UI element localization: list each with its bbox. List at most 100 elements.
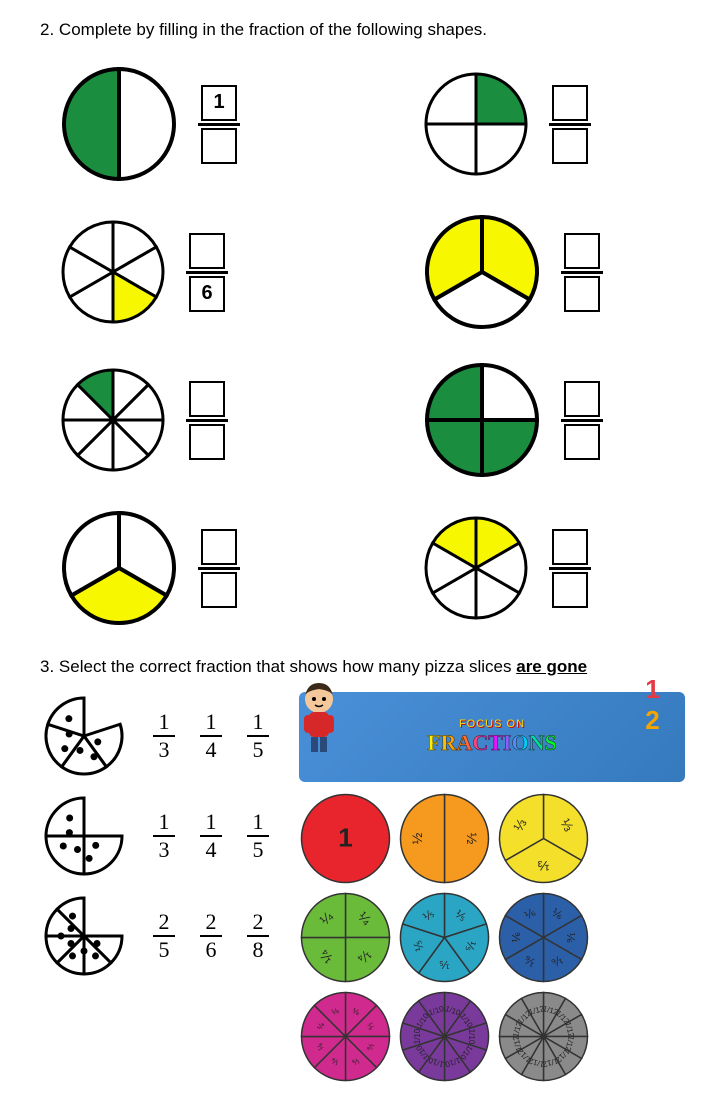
q3-number: 3. bbox=[40, 657, 54, 676]
numerator-box[interactable] bbox=[564, 233, 600, 269]
fraction-pie bbox=[60, 219, 166, 325]
fraction-choice[interactable]: 1 3 bbox=[153, 811, 175, 862]
choice-numerator: 1 bbox=[253, 711, 264, 733]
fraction-choice[interactable]: 1 3 bbox=[153, 711, 175, 762]
fraction-bar bbox=[198, 123, 240, 126]
fraction-choice[interactable]: 1 4 bbox=[200, 711, 222, 762]
focus-banner: FOCUS ON FRACTIONS 1 2 bbox=[299, 692, 685, 782]
fraction-pie bbox=[423, 361, 541, 479]
shape-item bbox=[423, 65, 666, 183]
denominator-box[interactable] bbox=[564, 424, 600, 460]
fraction-bar bbox=[561, 271, 603, 274]
denominator-box[interactable] bbox=[189, 424, 225, 460]
choice-denominator: 5 bbox=[253, 739, 264, 761]
fraction-bar bbox=[186, 419, 228, 422]
q2-text: Complete by filling in the fraction of t… bbox=[59, 20, 487, 39]
choice-numerator: 2 bbox=[206, 911, 217, 933]
denominator-box[interactable] bbox=[552, 572, 588, 608]
q3-container: 1 3 1 4 1 5 1 3 1 4 1 5 2 5 2 bbox=[40, 692, 685, 1083]
fraction-input-group bbox=[549, 529, 591, 608]
half-denominator: 2 bbox=[645, 705, 659, 736]
graphic-section: FOCUS ON FRACTIONS 1 2 1 ½½⅓⅓⅓¼¼¼¼⅕⅕⅕⅕⅕⅙… bbox=[299, 692, 685, 1083]
fraction-choice[interactable]: 2 6 bbox=[200, 911, 222, 962]
fraction-pie bbox=[423, 213, 541, 331]
fraction-bar bbox=[549, 567, 591, 570]
numerator-box[interactable] bbox=[201, 529, 237, 565]
svg-text:½: ½ bbox=[464, 833, 480, 845]
fraction-circle: ⅛⅛⅛⅛⅛⅛⅛⅛ bbox=[299, 990, 392, 1083]
fraction-pie bbox=[60, 65, 178, 183]
fraction-pie bbox=[423, 515, 529, 621]
denominator-box[interactable] bbox=[201, 128, 237, 164]
choice-numerator: 1 bbox=[206, 811, 217, 833]
svg-text:½: ½ bbox=[409, 832, 425, 844]
svg-text:⅓: ⅓ bbox=[537, 858, 549, 874]
choice-denominator: 5 bbox=[253, 839, 264, 861]
fraction-pie bbox=[60, 509, 178, 627]
svg-text:1/10: 1/10 bbox=[413, 1028, 422, 1044]
choice-denominator: 4 bbox=[206, 839, 217, 861]
question-2-prompt: 2. Complete by filling in the fraction o… bbox=[40, 20, 685, 40]
choice-denominator: 8 bbox=[253, 939, 264, 961]
fraction-input-group: 6 bbox=[186, 233, 228, 312]
numerator-box[interactable] bbox=[564, 381, 600, 417]
fraction-circle: 1/121/121/121/121/121/121/121/121/121/12… bbox=[497, 990, 590, 1083]
fraction-input-group: 1 bbox=[198, 85, 240, 164]
svg-text:⅙: ⅙ bbox=[564, 932, 576, 943]
choice-denominator: 4 bbox=[206, 739, 217, 761]
shape-item: 1 bbox=[60, 65, 303, 183]
banner-text: FOCUS ON FRACTIONS bbox=[427, 718, 557, 756]
fraction-bar bbox=[198, 567, 240, 570]
denominator-box[interactable] bbox=[201, 572, 237, 608]
fraction-circle: ½½ bbox=[398, 792, 491, 885]
fraction-input-group bbox=[561, 233, 603, 312]
fraction-input-group bbox=[186, 381, 228, 460]
numerator-box[interactable] bbox=[552, 529, 588, 565]
pizza-section: 1 3 1 4 1 5 1 3 1 4 1 5 2 5 2 bbox=[40, 692, 269, 1083]
choice-numerator: 2 bbox=[253, 911, 264, 933]
denominator-box[interactable]: 6 bbox=[189, 276, 225, 312]
choice-numerator: 1 bbox=[253, 811, 264, 833]
banner-fractions-text: FRACTIONS bbox=[427, 730, 557, 756]
fraction-bar bbox=[186, 271, 228, 274]
color-circle-wrap: ⅕⅕⅕⅕⅕ bbox=[398, 891, 491, 984]
fraction-pie bbox=[60, 367, 166, 473]
choice-denominator: 3 bbox=[159, 739, 170, 761]
q3-text-part1: Select the correct fraction that shows h… bbox=[59, 657, 516, 676]
pizza-icon bbox=[40, 792, 128, 880]
fraction-circle: 1/101/101/101/101/101/101/101/101/101/10 bbox=[398, 990, 491, 1083]
pizza-row: 1 3 1 4 1 5 bbox=[40, 692, 269, 780]
color-circle-wrap: ⅛⅛⅛⅛⅛⅛⅛⅛ bbox=[299, 990, 392, 1083]
shape-item bbox=[423, 213, 666, 331]
color-circle-wrap: ⅙⅙⅙⅙⅙⅙ bbox=[497, 891, 590, 984]
denominator-box[interactable] bbox=[564, 276, 600, 312]
numerator-box[interactable]: 1 bbox=[201, 85, 237, 121]
color-circle-wrap: ½½ bbox=[398, 792, 491, 885]
fraction-choice[interactable]: 1 4 bbox=[200, 811, 222, 862]
choice-denominator: 3 bbox=[159, 839, 170, 861]
choice-denominator: 6 bbox=[206, 939, 217, 961]
banner-focus-text: FOCUS ON bbox=[427, 718, 557, 730]
choice-numerator: 1 bbox=[159, 811, 170, 833]
denominator-box[interactable] bbox=[552, 128, 588, 164]
fraction-choice[interactable]: 2 8 bbox=[247, 911, 269, 962]
shape-item bbox=[60, 361, 303, 479]
numerator-box[interactable] bbox=[189, 233, 225, 269]
fraction-circle: ⅓⅓⅓ bbox=[497, 792, 590, 885]
shape-item bbox=[423, 361, 666, 479]
fraction-input-group bbox=[549, 85, 591, 164]
choice-numerator: 2 bbox=[159, 911, 170, 933]
q2-number: 2. bbox=[40, 20, 54, 39]
fraction-choice[interactable]: 1 5 bbox=[247, 711, 269, 762]
numerator-box[interactable] bbox=[552, 85, 588, 121]
numerator-box[interactable] bbox=[189, 381, 225, 417]
svg-text:1: 1 bbox=[338, 823, 352, 853]
fraction-circle: ¼¼¼¼ bbox=[299, 891, 392, 984]
fraction-choice[interactable]: 2 5 bbox=[153, 911, 175, 962]
fraction-choice[interactable]: 1 5 bbox=[247, 811, 269, 862]
fraction-input-group bbox=[198, 529, 240, 608]
fraction-circle: ⅕⅕⅕⅕⅕ bbox=[398, 891, 491, 984]
pizza-row: 1 3 1 4 1 5 bbox=[40, 792, 269, 880]
pizza-icon bbox=[40, 692, 128, 780]
shape-item bbox=[60, 509, 303, 627]
